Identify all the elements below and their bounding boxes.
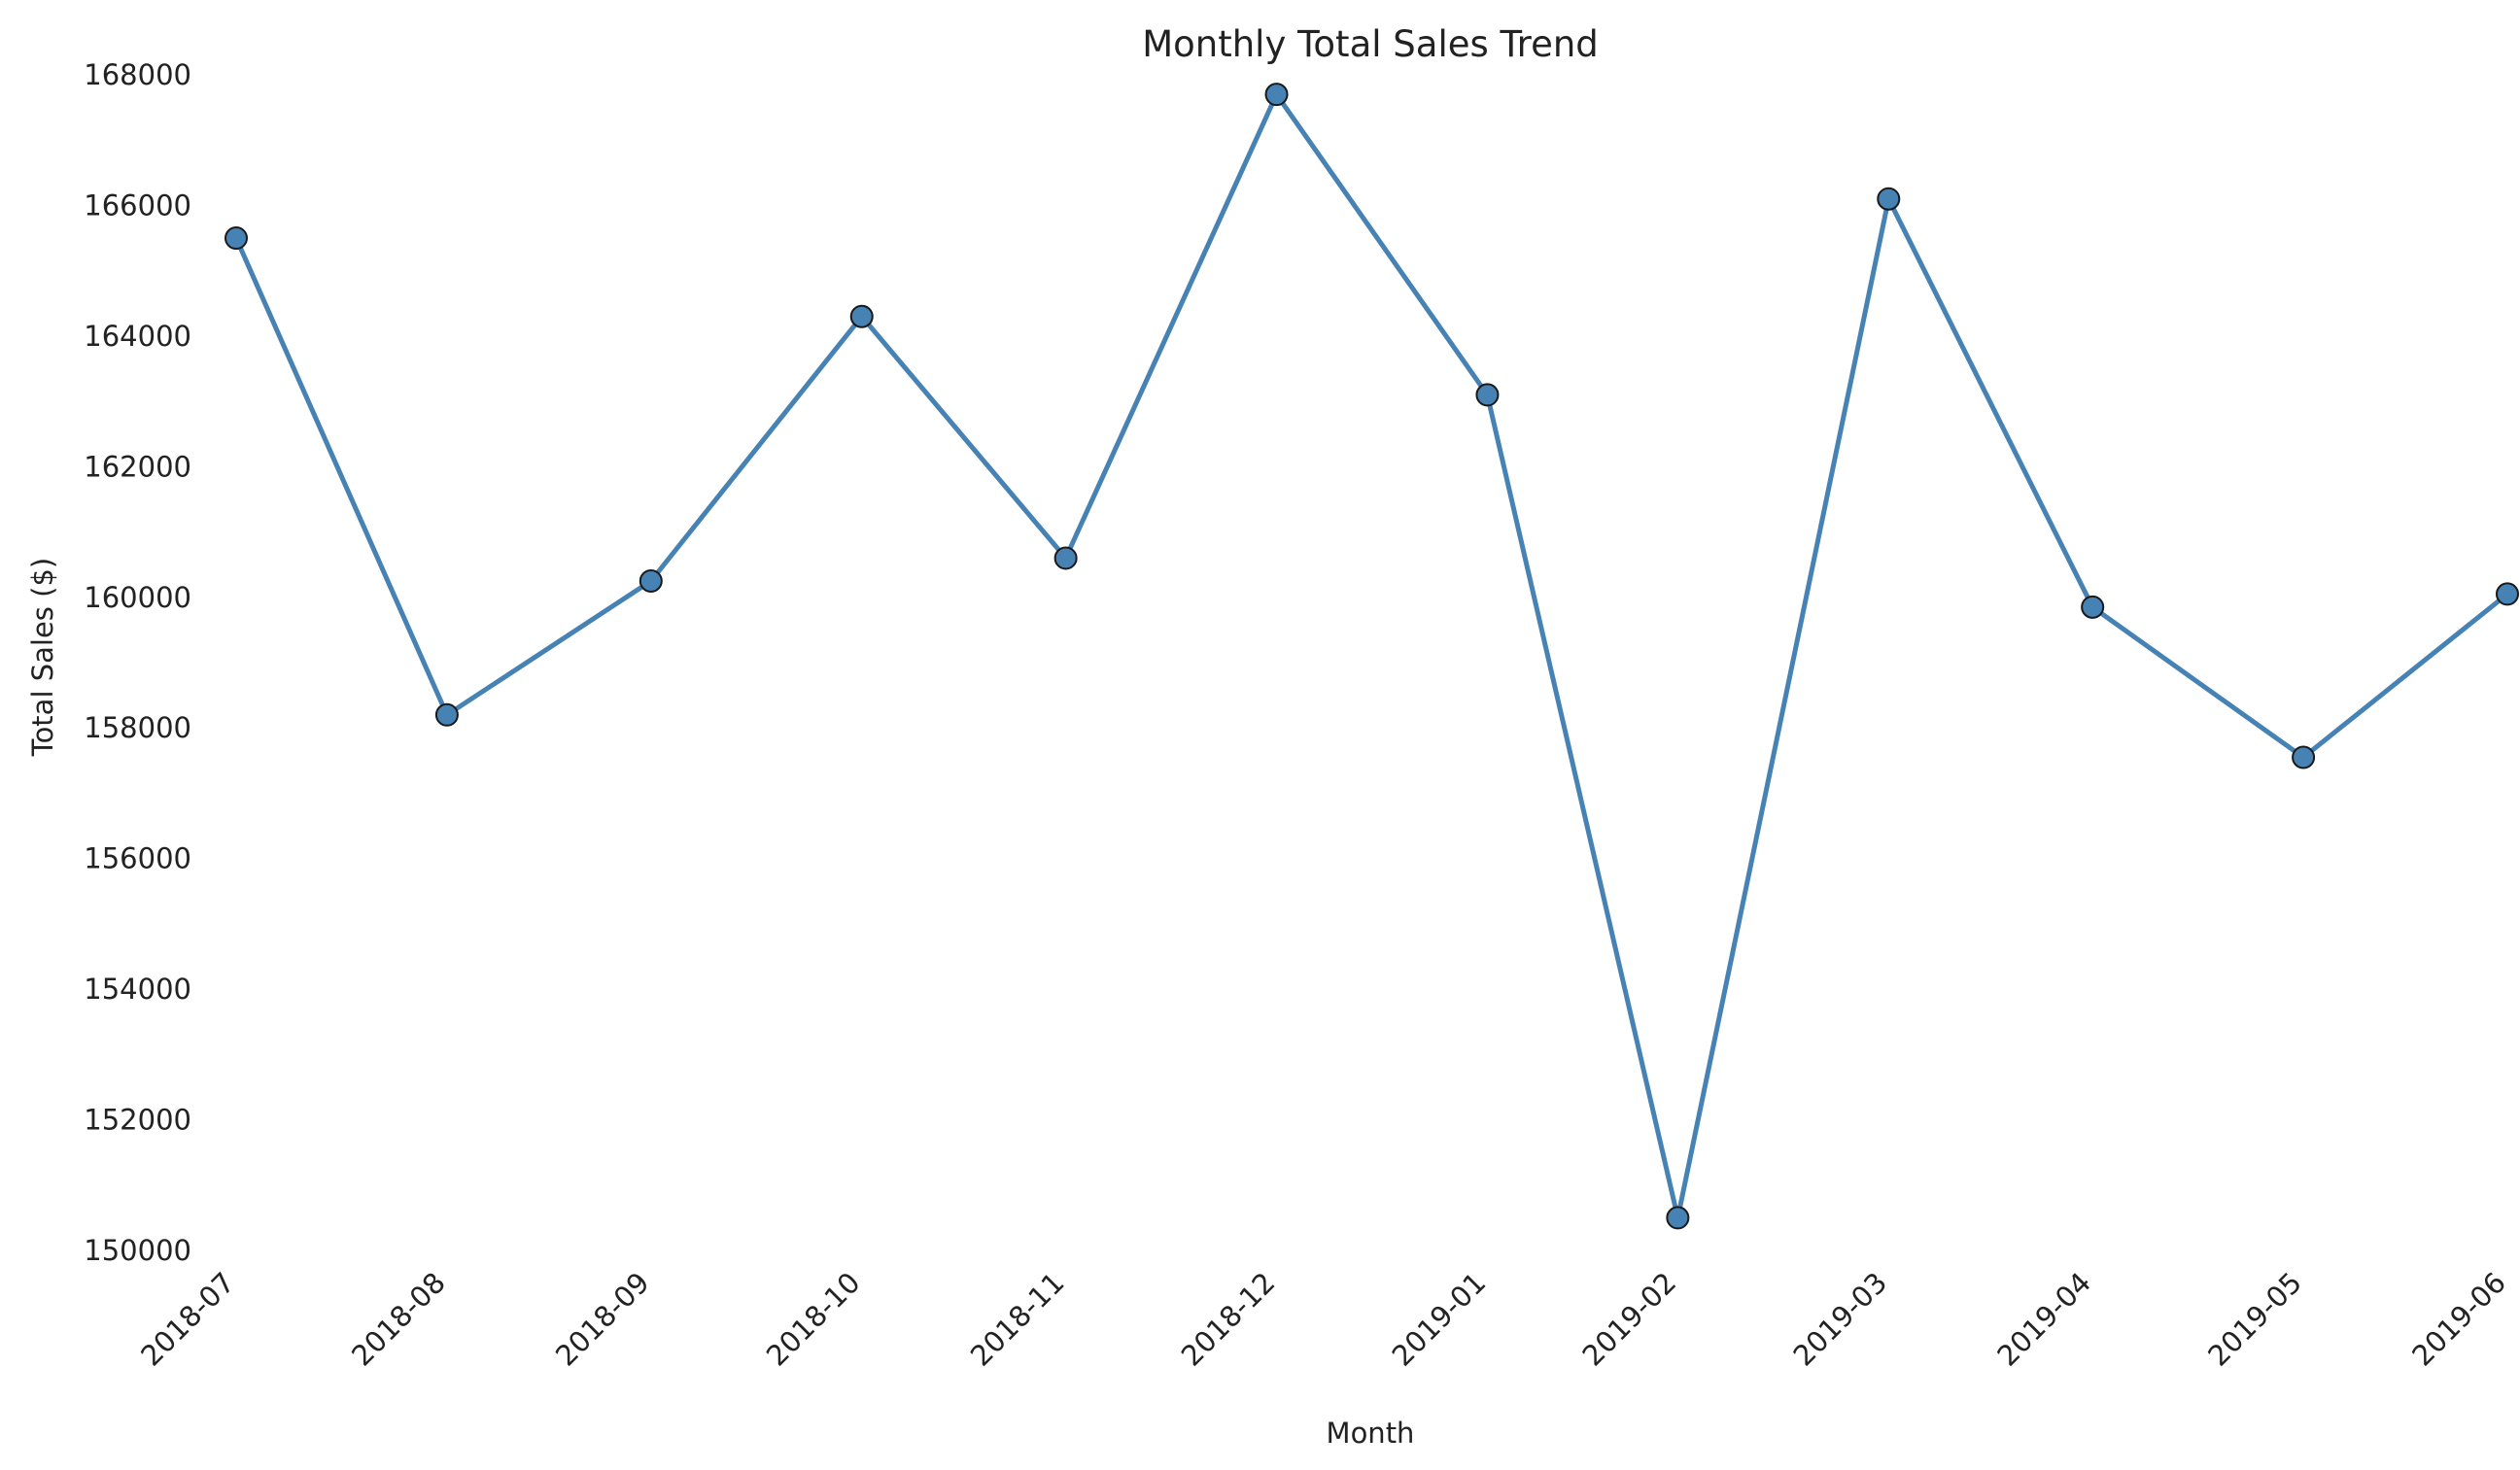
x-axis-label: Month xyxy=(1327,1417,1415,1450)
y-axis-ticks: 150000 152000 154000 156000 158000 160000 1620… xyxy=(84,58,191,1267)
y-tick-label: 150000 xyxy=(84,1234,191,1267)
y-tick-label: 166000 xyxy=(84,188,191,222)
data-point xyxy=(434,702,459,727)
data-point xyxy=(1877,187,1901,211)
data-point xyxy=(1264,83,1289,107)
data-point xyxy=(1666,1206,1690,1230)
y-tick-label: 160000 xyxy=(84,581,191,614)
y-tick-label: 154000 xyxy=(84,973,191,1006)
data-point xyxy=(1053,546,1078,570)
data-point xyxy=(639,568,663,593)
y-tick-label: 164000 xyxy=(84,320,191,353)
y-tick-label: 168000 xyxy=(84,58,191,91)
data-point xyxy=(849,304,874,328)
data-point xyxy=(2496,582,2519,606)
data-point xyxy=(224,226,248,251)
data-point xyxy=(1475,383,1500,407)
y-tick-label: 158000 xyxy=(84,711,191,744)
y-axis-label: Total Sales ($) xyxy=(26,558,59,757)
y-tick-label: 162000 xyxy=(84,450,191,483)
chart-title: Monthly Total Sales Trend xyxy=(1142,23,1599,65)
y-tick-label: 156000 xyxy=(84,842,191,875)
data-point xyxy=(2292,745,2316,769)
y-tick-label: 152000 xyxy=(84,1104,191,1137)
series-group xyxy=(224,83,2519,1230)
series-line xyxy=(233,91,2510,1220)
data-point xyxy=(2081,595,2105,619)
